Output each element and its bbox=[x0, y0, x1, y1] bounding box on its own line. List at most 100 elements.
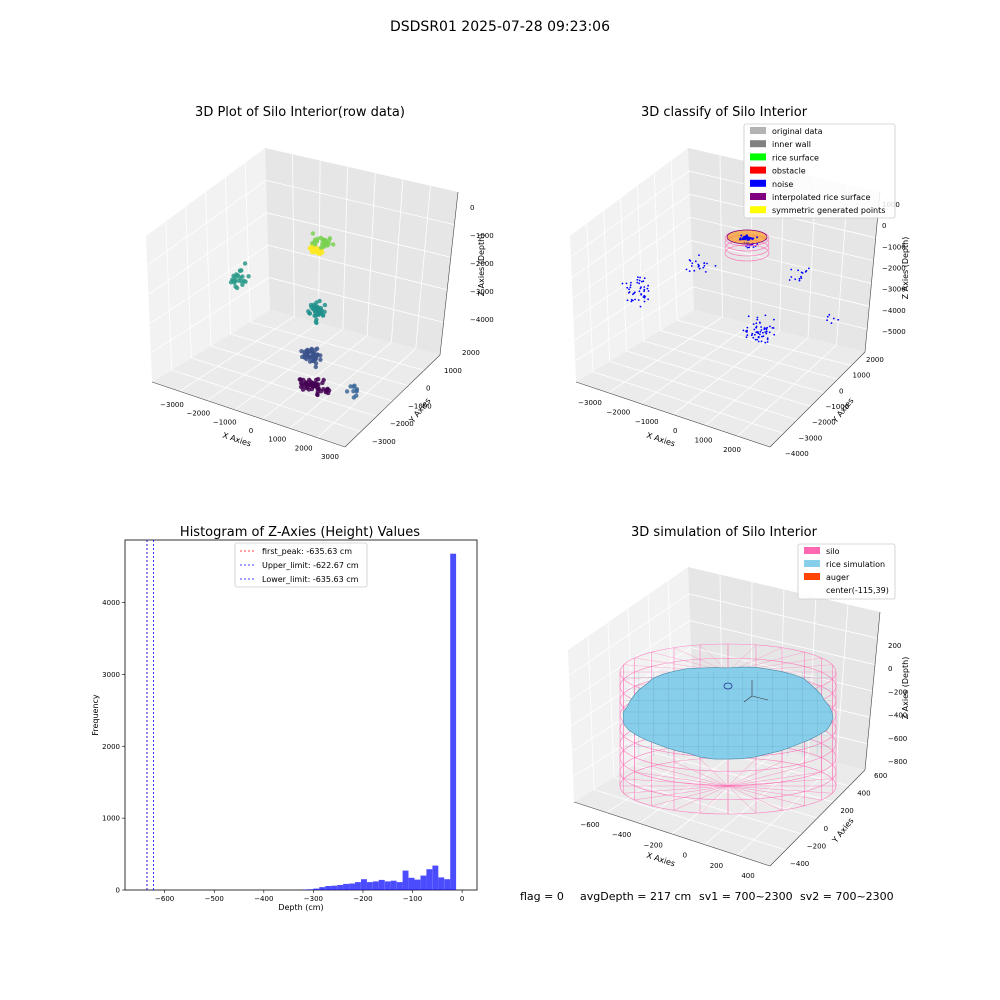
legend-swatch bbox=[804, 573, 820, 580]
noise-point bbox=[769, 325, 771, 328]
noise-point bbox=[800, 277, 803, 279]
y-axis-line bbox=[344, 354, 441, 448]
tick-label: −4000 bbox=[785, 450, 809, 458]
silo-floor-spoke bbox=[727, 758, 757, 787]
histogram-bar bbox=[325, 886, 332, 890]
tick-label: −3000 bbox=[160, 401, 184, 409]
scatter-point bbox=[322, 302, 328, 308]
tick-label: −3000 bbox=[799, 434, 823, 442]
noise-point bbox=[764, 314, 767, 317]
tick-label: −400 bbox=[888, 712, 907, 720]
noise-point bbox=[756, 316, 759, 319]
noise-point bbox=[746, 238, 749, 241]
noise-point bbox=[643, 300, 646, 303]
x-axis-line bbox=[151, 381, 346, 448]
legend-swatch bbox=[750, 140, 766, 148]
noise-point bbox=[745, 336, 748, 339]
scatter-point bbox=[313, 364, 318, 370]
histogram-bar bbox=[355, 882, 361, 890]
grid-line bbox=[250, 321, 425, 371]
z-axis-line bbox=[439, 191, 459, 356]
noise-point bbox=[764, 341, 767, 344]
legend-label: obstacle bbox=[772, 167, 806, 176]
scatter-point bbox=[310, 248, 316, 254]
noise-point bbox=[755, 331, 758, 334]
scatter-point bbox=[352, 383, 357, 388]
grid-line bbox=[415, 185, 431, 349]
noise-point bbox=[646, 287, 649, 290]
noise-point bbox=[826, 319, 828, 322]
noise-point bbox=[747, 236, 749, 239]
noise-point bbox=[741, 238, 744, 241]
scatter-point bbox=[298, 377, 303, 382]
tick-label: −400 bbox=[612, 831, 631, 839]
noise-point bbox=[630, 300, 633, 303]
tick-label: 1000 bbox=[444, 367, 462, 375]
noise-point bbox=[751, 332, 754, 335]
classify-plot-title: 3D classify of Silo Interior bbox=[641, 105, 808, 120]
noise-point bbox=[801, 272, 804, 274]
simulation-x-axis-label: X Axies bbox=[645, 851, 676, 869]
tick-label: −4000 bbox=[470, 316, 494, 324]
noise-point bbox=[742, 329, 745, 332]
grid-line bbox=[670, 160, 678, 321]
scatter-point bbox=[351, 389, 356, 394]
noise-point bbox=[788, 279, 791, 281]
x-tick-label: −600 bbox=[155, 895, 174, 903]
scatter-point bbox=[309, 346, 314, 352]
scatter-point bbox=[308, 381, 314, 387]
scatter-point bbox=[313, 381, 319, 386]
grid-line bbox=[593, 789, 786, 851]
floor-pane bbox=[152, 310, 440, 447]
noise-point bbox=[697, 263, 699, 266]
raw-x-tick-labels: −3000−2000−1000 0 1000 2000 3000 bbox=[160, 401, 339, 461]
legend-swatch bbox=[804, 560, 820, 567]
noise-point bbox=[685, 268, 688, 271]
histogram-bar bbox=[319, 887, 326, 890]
noise-point bbox=[798, 277, 801, 280]
tick-label: 200 bbox=[840, 807, 853, 815]
tick-label: 0 bbox=[683, 852, 687, 860]
tick-label: −5000 bbox=[882, 328, 906, 336]
scatter-point bbox=[299, 349, 304, 354]
tick-label: −3000 bbox=[372, 438, 396, 446]
grid-line bbox=[608, 316, 723, 394]
silo-floor-spoke bbox=[699, 785, 729, 814]
grid-line bbox=[185, 206, 192, 359]
grid-line bbox=[366, 173, 376, 336]
tick-label: −1000 bbox=[882, 243, 906, 251]
grid-line bbox=[572, 216, 874, 299]
tick-label: −2000 bbox=[186, 410, 210, 418]
y-tick-label: 1000 bbox=[102, 815, 120, 823]
tick-label: 2000 bbox=[866, 356, 884, 364]
legend-label: noise bbox=[772, 180, 793, 189]
noise-point bbox=[760, 329, 763, 331]
x-axis-line bbox=[575, 381, 771, 448]
histogram-title: Histogram of Z-Axies (Height) Values bbox=[180, 525, 420, 540]
tick-label: 600 bbox=[874, 772, 887, 780]
silo-floor-spoke bbox=[727, 785, 822, 801]
noise-point bbox=[629, 284, 632, 286]
noise-point bbox=[698, 267, 701, 270]
grid-line bbox=[165, 221, 173, 371]
raw-y-tick-labels: 2000 1000 0 −1000 −2000 −3000 bbox=[372, 349, 480, 446]
tick-label: 2000 bbox=[723, 446, 741, 454]
noise-point bbox=[790, 268, 793, 271]
silo-floor-spoke bbox=[727, 765, 805, 787]
flag-text: flag = 0 bbox=[520, 890, 564, 903]
noise-point bbox=[706, 262, 708, 265]
tick-label: 2000 bbox=[462, 349, 480, 357]
rice-simulation-surface bbox=[622, 666, 834, 760]
floor-pane bbox=[576, 310, 865, 447]
tick-label: −4000 bbox=[882, 307, 906, 315]
silo-roof-spoke bbox=[699, 644, 729, 673]
noise-point bbox=[756, 338, 758, 341]
noise-point bbox=[621, 282, 624, 285]
grid-line bbox=[672, 330, 780, 415]
simulation-3d-panel: 3D simulation of Silo Interior −600−400−… bbox=[568, 525, 910, 880]
noise-point bbox=[703, 264, 706, 267]
tick-label: 0 bbox=[839, 387, 843, 395]
noise-point bbox=[647, 290, 650, 292]
silo-floor-spoke bbox=[623, 778, 729, 787]
